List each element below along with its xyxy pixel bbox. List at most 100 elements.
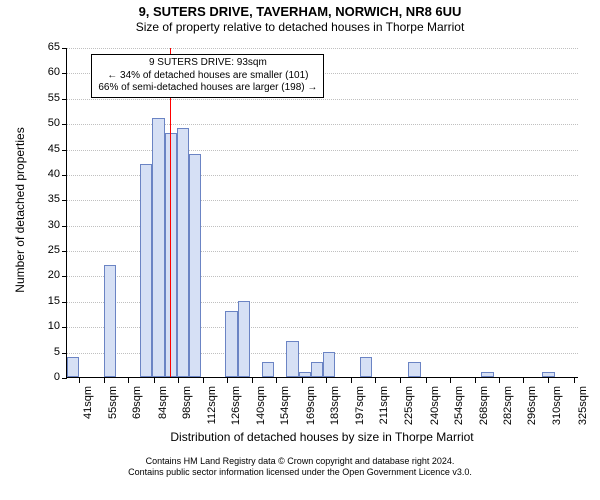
x-tick-label: 296sqm bbox=[526, 386, 538, 436]
x-tick-label: 325sqm bbox=[577, 386, 589, 436]
x-tick-label: 98sqm bbox=[181, 386, 193, 436]
figure: 9, SUTERS DRIVE, TAVERHAM, NORWICH, NR8 … bbox=[0, 0, 600, 500]
x-tick-label: 211sqm bbox=[378, 386, 390, 436]
y-tick bbox=[62, 378, 67, 379]
x-tick-label: 197sqm bbox=[354, 386, 366, 436]
y-tick-label: 55 bbox=[34, 92, 60, 104]
x-tick bbox=[326, 378, 327, 383]
gridline bbox=[67, 150, 578, 151]
x-tick-label: 112sqm bbox=[206, 386, 218, 436]
y-tick bbox=[62, 302, 67, 303]
chart-subtitle: Size of property relative to detached ho… bbox=[0, 20, 600, 34]
x-tick bbox=[227, 378, 228, 383]
x-tick bbox=[79, 378, 80, 383]
bar bbox=[311, 362, 323, 377]
annotation-box: 9 SUTERS DRIVE: 93sqm← 34% of detached h… bbox=[91, 54, 324, 98]
y-tick-label: 45 bbox=[34, 143, 60, 155]
x-tick-label: 69sqm bbox=[131, 386, 143, 436]
y-tick bbox=[62, 200, 67, 201]
x-tick-label: 84sqm bbox=[157, 386, 169, 436]
gridline bbox=[67, 99, 578, 100]
bar bbox=[299, 372, 311, 377]
y-tick bbox=[62, 73, 67, 74]
y-tick-label: 25 bbox=[34, 244, 60, 256]
bar bbox=[481, 372, 493, 377]
y-tick bbox=[62, 99, 67, 100]
x-tick bbox=[400, 378, 401, 383]
y-tick-label: 5 bbox=[34, 346, 60, 358]
y-tick bbox=[62, 124, 67, 125]
bar bbox=[189, 154, 201, 377]
x-tick bbox=[178, 378, 179, 383]
x-tick bbox=[499, 378, 500, 383]
y-tick bbox=[62, 327, 67, 328]
y-tick-label: 40 bbox=[34, 168, 60, 180]
caption-text: Contains HM Land Registry data © Crown c… bbox=[0, 456, 600, 478]
x-tick bbox=[252, 378, 253, 383]
x-tick-label: 254sqm bbox=[453, 386, 465, 436]
y-tick bbox=[62, 48, 67, 49]
y-tick-label: 35 bbox=[34, 193, 60, 205]
bar bbox=[152, 118, 164, 377]
caption-line-2: Contains public sector information licen… bbox=[0, 467, 600, 478]
x-tick-label: 240sqm bbox=[429, 386, 441, 436]
x-tick bbox=[426, 378, 427, 383]
annotation-line: 9 SUTERS DRIVE: 93sqm bbox=[98, 57, 317, 70]
x-tick bbox=[574, 378, 575, 383]
x-tick bbox=[450, 378, 451, 383]
bar bbox=[67, 357, 79, 377]
bar bbox=[225, 311, 237, 377]
annotation-line: ← 34% of detached houses are smaller (10… bbox=[98, 70, 317, 83]
y-tick bbox=[62, 251, 67, 252]
x-tick-label: 55sqm bbox=[107, 386, 119, 436]
y-tick-label: 0 bbox=[34, 371, 60, 383]
y-tick-label: 30 bbox=[34, 219, 60, 231]
bar bbox=[323, 352, 335, 377]
gridline bbox=[67, 124, 578, 125]
y-tick bbox=[62, 276, 67, 277]
x-tick-label: 225sqm bbox=[403, 386, 415, 436]
x-tick bbox=[523, 378, 524, 383]
x-tick-label: 183sqm bbox=[329, 386, 341, 436]
x-tick bbox=[128, 378, 129, 383]
x-tick bbox=[375, 378, 376, 383]
y-tick-label: 10 bbox=[34, 320, 60, 332]
caption-line-1: Contains HM Land Registry data © Crown c… bbox=[0, 456, 600, 467]
y-tick-label: 60 bbox=[34, 66, 60, 78]
x-tick-label: 154sqm bbox=[279, 386, 291, 436]
x-tick bbox=[276, 378, 277, 383]
y-tick-label: 15 bbox=[34, 295, 60, 307]
x-tick-label: 41sqm bbox=[82, 386, 94, 436]
x-tick bbox=[351, 378, 352, 383]
bar bbox=[286, 341, 298, 377]
y-tick-label: 50 bbox=[34, 117, 60, 129]
bar bbox=[238, 301, 250, 377]
x-tick-label: 169sqm bbox=[305, 386, 317, 436]
x-tick bbox=[475, 378, 476, 383]
x-tick bbox=[154, 378, 155, 383]
plot-area: 9 SUTERS DRIVE: 93sqm← 34% of detached h… bbox=[66, 48, 578, 378]
y-axis-title: Number of detached properties bbox=[13, 120, 27, 300]
annotation-line: 66% of semi-detached houses are larger (… bbox=[98, 82, 317, 95]
bar bbox=[262, 362, 274, 377]
y-tick bbox=[62, 150, 67, 151]
x-tick-label: 140sqm bbox=[255, 386, 267, 436]
y-tick-label: 20 bbox=[34, 269, 60, 281]
x-tick bbox=[302, 378, 303, 383]
x-tick-label: 282sqm bbox=[502, 386, 514, 436]
gridline bbox=[67, 48, 578, 49]
bar bbox=[408, 362, 420, 377]
bar bbox=[140, 164, 152, 377]
x-tick-label: 268sqm bbox=[478, 386, 490, 436]
x-tick-label: 310sqm bbox=[551, 386, 563, 436]
x-tick bbox=[203, 378, 204, 383]
y-tick bbox=[62, 175, 67, 176]
x-tick bbox=[548, 378, 549, 383]
y-tick bbox=[62, 353, 67, 354]
bar bbox=[104, 265, 116, 377]
y-tick bbox=[62, 226, 67, 227]
bar bbox=[177, 128, 189, 377]
bar bbox=[360, 357, 372, 377]
x-tick bbox=[104, 378, 105, 383]
chart-title: 9, SUTERS DRIVE, TAVERHAM, NORWICH, NR8 … bbox=[0, 0, 600, 20]
